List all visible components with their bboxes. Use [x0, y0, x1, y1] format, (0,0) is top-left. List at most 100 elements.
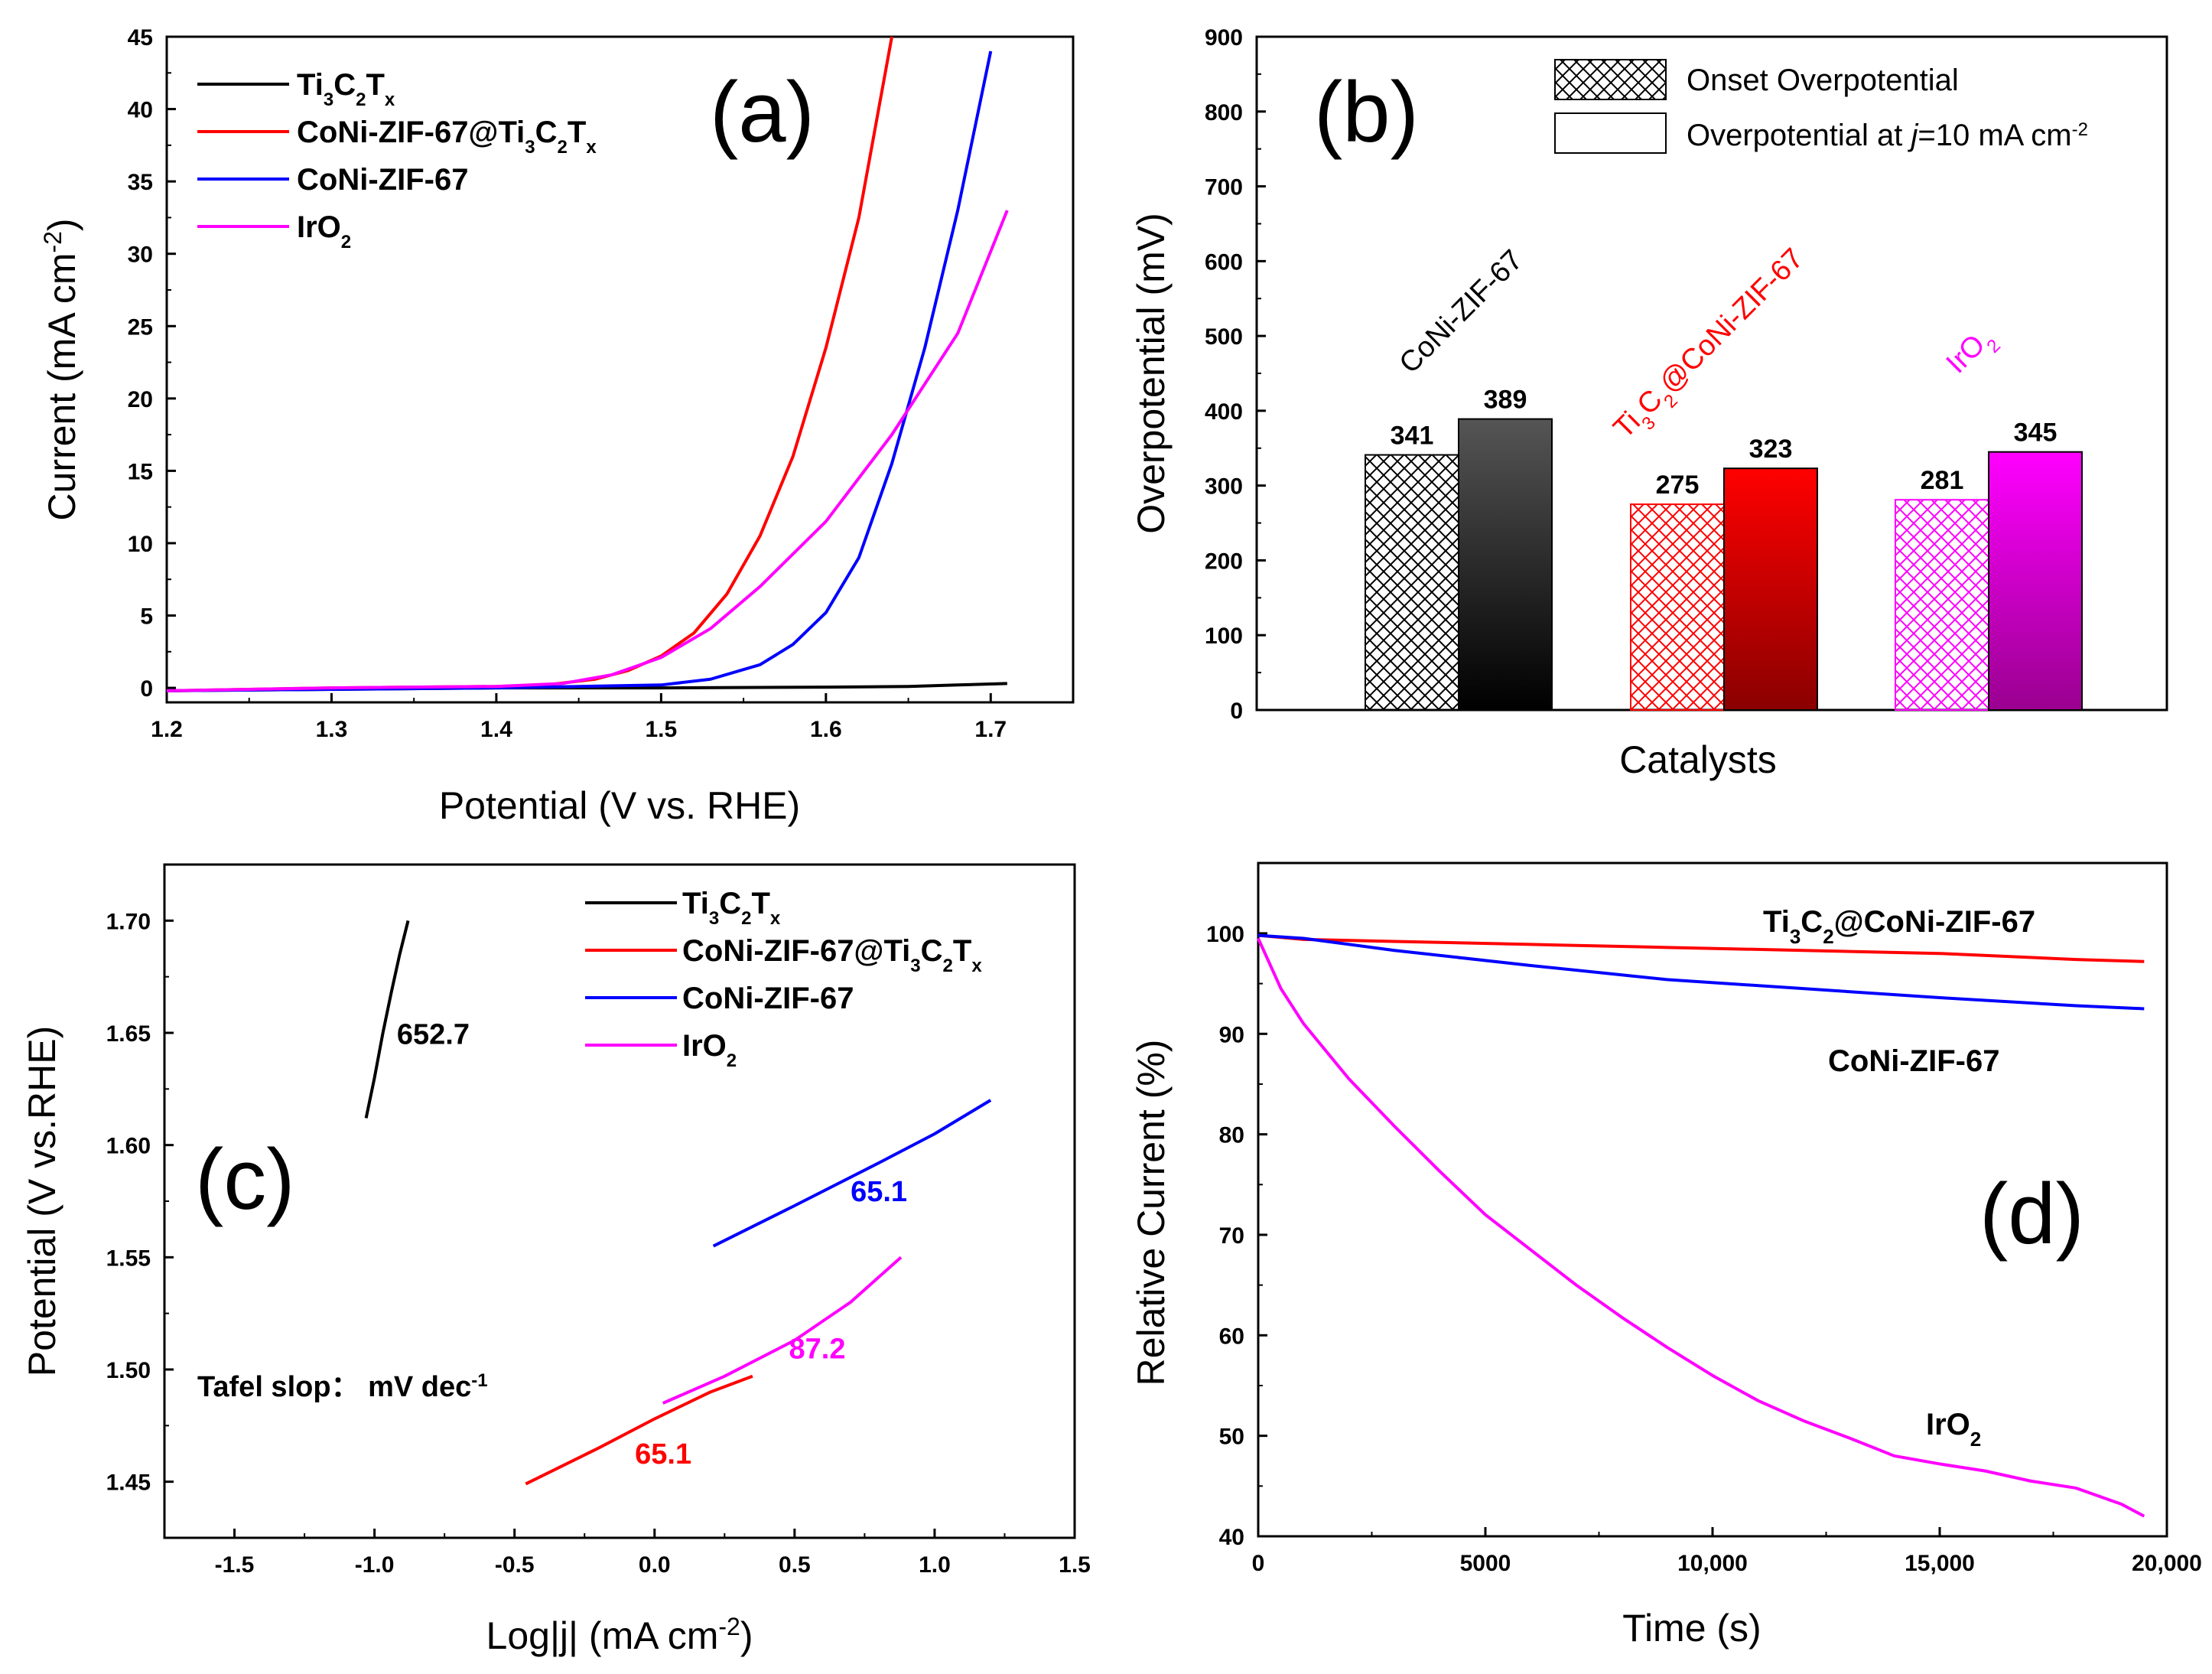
panel-d-ytick-label: 100	[1206, 922, 1244, 947]
panel-c-xtick-label: -1.0	[355, 1552, 395, 1578]
tafel-note: Tafel slop： mV dec-1	[197, 1370, 488, 1404]
panel-a-xtick-label: 1.2	[151, 717, 183, 742]
panel-c-legend: Ti3C2Tx CoNi-ZIF-67@Ti3C2Tx CoNi-ZIF-67 IrO…	[585, 887, 982, 1071]
tafel-slope-label: 652.7	[397, 1019, 470, 1051]
panel-d-series-1	[1257, 933, 2145, 1011]
panel-b: 0 100 200 300 400 500 600 700 800 900 341 389 275 32…	[1130, 25, 2168, 781]
panel-c-ytick-label: 1.70	[106, 909, 151, 934]
panel-a-xtick-label: 1.5	[646, 717, 678, 742]
panel-a-xlabel: Potential (V vs. RHE)	[439, 784, 800, 827]
bar-at10	[1458, 418, 1553, 712]
panel-a-legend: Ti3C2Tx CoNi-ZIF-67@Ti3C2Tx CoNi-ZIF-67 IrO…	[197, 68, 597, 252]
panel-b-ytick-label: 600	[1205, 249, 1243, 275]
panel-d-ytick-label: 60	[1219, 1324, 1244, 1349]
panel-a-series-3	[166, 210, 1009, 692]
panel-c-ytick-label: 1.60	[106, 1134, 151, 1159]
bar-at10	[1723, 467, 1818, 712]
panel-c-ytick-label: 1.55	[106, 1246, 151, 1271]
panel-c-xtick-label: 1.0	[919, 1552, 951, 1578]
panel-d-ytick-label: 90	[1219, 1022, 1244, 1047]
panel-d-ytick-label: 40	[1219, 1525, 1244, 1550]
panel-c-xtick-label: 1.5	[1059, 1552, 1091, 1578]
panel-c-ytick-label: 1.50	[106, 1358, 151, 1383]
panel-d-xlabel: Time (s)	[1622, 1607, 1761, 1650]
panel-c-series-2	[712, 1099, 992, 1248]
category-label: IrO2	[1940, 321, 2005, 386]
panel-a-legend-label: IrO2	[297, 210, 351, 252]
panel-c-legend-label: IrO2	[682, 1029, 737, 1071]
bar-onset	[1895, 499, 1989, 711]
panel-a-legend-label: CoNi-ZIF-67	[297, 163, 468, 197]
panel-c-series-3	[662, 1256, 903, 1405]
panel-a-label: (a)	[710, 64, 815, 160]
legend-onset-swatch	[1554, 59, 1667, 100]
bar-at10-value: 345	[2014, 418, 2057, 448]
panel-c-xtick-label: -0.5	[495, 1552, 535, 1578]
panel-a-ytick-label: 35	[128, 170, 153, 195]
panel-c-ylabel: Potential (V vs.RHE)	[21, 1026, 63, 1376]
panel-b-ylabel: Overpotential (mV)	[1130, 213, 1173, 534]
panel-a-xtick-label: 1.4	[480, 717, 512, 742]
legend-at10-label: Overpotential at j=10 mA cm-2	[1687, 119, 2088, 152]
panel-d-xtick-label: 10,000	[1677, 1551, 1748, 1576]
bar-onset	[1630, 503, 1725, 711]
panel-b-ytick-label: 0	[1230, 699, 1243, 724]
panel-c-series-0	[364, 920, 410, 1119]
panel-d-ytick-label: 80	[1219, 1123, 1244, 1148]
panel-a-ytick-label: 10	[128, 532, 153, 557]
panel-a-ytick-label: 40	[128, 98, 153, 123]
panel-d-ytick-label: 70	[1219, 1223, 1244, 1249]
panel-a-xtick-label: 1.6	[810, 717, 842, 742]
panel-c-legend-label: CoNi-ZIF-67@Ti3C2Tx	[682, 934, 982, 976]
bar-onset-value: 281	[1921, 466, 1964, 495]
panel-a: 1.2 1.3 1.4 1.5 1.6 1.7 0 5 10 15 20 25 30 35 40 45 Ti3…	[39, 25, 1075, 827]
panel-c-label: (c)	[195, 1132, 295, 1227]
panel-c-xtick-label: 0.0	[639, 1552, 671, 1578]
panel-d-series-2	[1257, 937, 2145, 1518]
panel-c-ytick-label: 1.45	[106, 1470, 151, 1496]
panel-d-xtick-label: 0	[1252, 1551, 1265, 1576]
panel-a-frame	[165, 35, 1075, 704]
bar-onset	[1365, 454, 1459, 711]
panel-b-ytick-label: 400	[1205, 399, 1243, 425]
panel-b-ytick-label: 800	[1205, 100, 1243, 125]
panel-d-ylabel: Relative Current (%)	[1130, 1040, 1173, 1386]
panel-d-xtick-label: 15,000	[1905, 1551, 1975, 1576]
panel-c-ytick-label: 1.65	[106, 1021, 151, 1047]
panel-c: -1.5 -1.0 -0.5 0.0 0.5 1.0 1.5 1.45 1.50 1.55 1.60…	[21, 863, 1091, 1657]
tafel-slope-label: 65.1	[851, 1176, 907, 1208]
tafel-slope-label: 87.2	[789, 1333, 846, 1365]
panel-b-legend: Onset Overpotential Overpotential at j=1…	[1554, 59, 2088, 154]
panel-d: 0 5000 10,000 15,000 20,000 40 50 60 70 80 90 100 T…	[1130, 861, 2202, 1650]
panel-d-ytick-label: 50	[1219, 1425, 1244, 1450]
panel-d-series-label: Ti3C2@CoNi-ZIF-67	[1763, 905, 2035, 948]
panel-a-ytick-label: 15	[128, 459, 153, 484]
panel-d-series-label: CoNi-ZIF-67	[1828, 1044, 1999, 1078]
panel-a-ylabel: Current (mA cm-2)	[39, 218, 83, 520]
panel-a-ytick-label: 45	[128, 25, 153, 50]
panel-d-xtick-label: 5000	[1460, 1551, 1511, 1576]
panel-c-xlabel: Log|j| (mA cm-2)	[486, 1613, 753, 1657]
tafel-slope-label: 65.1	[635, 1438, 691, 1470]
panel-a-ytick-label: 25	[128, 314, 153, 340]
panel-a-xtick-label: 1.7	[974, 717, 1007, 742]
panel-b-ytick-label: 200	[1205, 549, 1243, 574]
panel-a-ytick-label: 20	[128, 387, 153, 412]
panel-b-ytick-label: 500	[1205, 324, 1243, 350]
panel-d-series-0	[1257, 933, 2145, 963]
legend-at10-swatch	[1554, 112, 1667, 154]
panel-c-xtick-label: -1.5	[215, 1552, 255, 1578]
panel-c-legend-label: CoNi-ZIF-67	[682, 982, 854, 1015]
panel-a-xtick-label: 1.3	[316, 717, 348, 742]
panel-c-series-1	[525, 1374, 753, 1486]
panel-d-label: (d)	[1979, 1166, 2084, 1262]
panel-b-label: (b)	[1314, 64, 1419, 160]
panel-c-legend-label: Ti3C2Tx	[682, 887, 781, 929]
panel-a-ytick-label: 0	[140, 676, 153, 702]
panel-d-xtick-label: 20,000	[2132, 1551, 2202, 1576]
bar-onset-value: 341	[1391, 422, 1434, 451]
panel-b-ytick-label: 100	[1205, 624, 1243, 649]
panel-a-ytick-label: 5	[140, 604, 153, 630]
bar-at10-value: 389	[1484, 386, 1527, 415]
